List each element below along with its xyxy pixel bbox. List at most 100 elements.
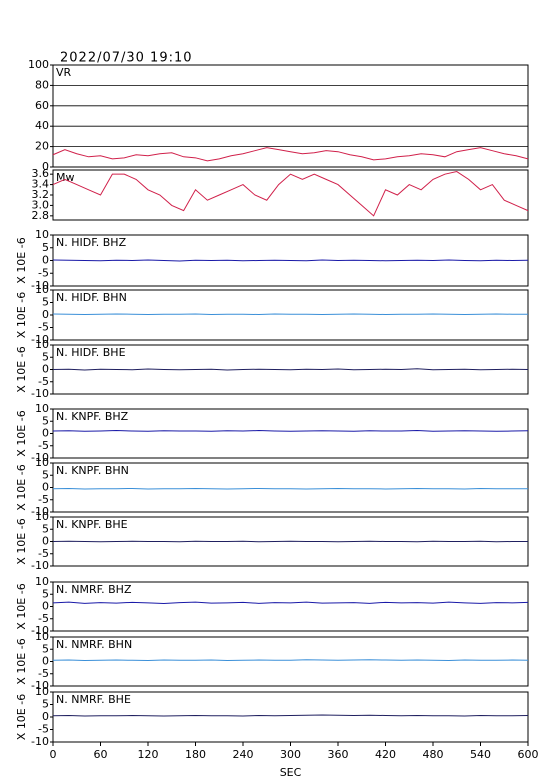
trace-line (52, 313, 528, 316)
y-tick-label: 0 (42, 427, 49, 440)
trace-line (52, 430, 529, 432)
y-tick-label: -10 (31, 387, 49, 400)
x-tick-label: 180 (185, 748, 206, 761)
y-tick-label: 0 (42, 254, 49, 267)
panel-frame (52, 169, 529, 221)
y-tick-label: -10 (31, 505, 49, 518)
y-tick-label: -5 (38, 439, 49, 452)
y-tick-label: 5 (42, 350, 49, 363)
panel-label: N. NMRF. BHE (56, 693, 131, 706)
y-axis-label: X 10E -6 (15, 346, 28, 392)
x-tick-label: 600 (518, 748, 539, 761)
y-axis-label: X 10E -6 (15, 583, 28, 629)
trace-line (52, 368, 529, 371)
y-tick-label: 3.2 (32, 188, 50, 201)
y-tick-label: 5 (42, 241, 49, 254)
panel-label: N. KNPF. BHN (56, 464, 129, 477)
x-tick-label: 360 (328, 748, 349, 761)
trace-line (52, 714, 529, 717)
x-tick-label: 60 (94, 748, 108, 761)
y-tick-label: 10 (35, 575, 49, 588)
y-tick-label: -10 (31, 451, 49, 464)
y-tick-label: -5 (38, 547, 49, 560)
y-axis-label: X 10E -6 (15, 464, 28, 510)
y-tick-label: 80 (35, 78, 49, 91)
trace-line (52, 659, 529, 662)
x-tick-label: 420 (375, 748, 396, 761)
y-axis-label: X 10E -6 (15, 410, 28, 456)
y-tick-label: 10 (35, 402, 49, 415)
y-tick-label: -10 (31, 279, 49, 292)
x-tick-label: 540 (470, 748, 491, 761)
y-tick-label: 10 (35, 228, 49, 241)
y-tick-label: 10 (35, 510, 49, 523)
y-axis-label: X 10E -6 (15, 237, 28, 283)
y-tick-label: 5 (42, 698, 49, 711)
x-tick-label: 300 (280, 748, 301, 761)
y-tick-label: 3.0 (32, 198, 50, 211)
y-tick-label: -5 (38, 612, 49, 625)
y-tick-label: 0 (42, 160, 49, 173)
y-tick-label: -5 (38, 321, 49, 334)
y-tick-label: 0 (42, 655, 49, 668)
y-tick-label: 10 (35, 630, 49, 643)
y-axis-label: X 10E -6 (15, 292, 28, 338)
x-axis-label: SEC (280, 766, 302, 779)
y-tick-label: 0 (42, 308, 49, 321)
y-tick-label: 5 (42, 587, 49, 600)
y-tick-label: 10 (35, 283, 49, 296)
panel-label: N. HIDF. BHZ (56, 236, 127, 249)
y-tick-label: 5 (42, 522, 49, 535)
y-tick-label: 10 (35, 456, 49, 469)
y-axis-label: X 10E -6 (15, 694, 28, 740)
panel-label: N. HIDF. BHE (56, 346, 126, 359)
panel-label: N. NMRF. BHZ (56, 583, 132, 596)
y-tick-label: -5 (38, 266, 49, 279)
y-tick-label: 0 (42, 363, 49, 376)
panel-label: N. NMRF. BHN (56, 638, 132, 651)
y-tick-label: 0 (42, 710, 49, 723)
trace-line (52, 171, 529, 217)
y-tick-label: 0 (42, 600, 49, 613)
y-tick-label: 10 (35, 338, 49, 351)
y-tick-label: 5 (42, 468, 49, 481)
y-tick-label: -5 (38, 667, 49, 680)
y-tick-label: 5 (42, 642, 49, 655)
y-axis-label: X 10E -6 (15, 518, 28, 564)
y-tick-label: 10 (35, 685, 49, 698)
y-tick-label: 5 (42, 296, 49, 309)
y-tick-label: -5 (38, 375, 49, 388)
y-tick-label: 3.6 (32, 167, 50, 180)
y-tick-label: -5 (38, 723, 49, 736)
y-tick-label: 5 (42, 414, 49, 427)
trace-line (52, 147, 529, 162)
panel-label: N. KNPF. BHE (56, 518, 128, 531)
trace-line (52, 601, 529, 605)
y-tick-label: -10 (31, 735, 49, 748)
panel-label: VR (56, 66, 72, 79)
x-tick-label: 240 (233, 748, 254, 761)
y-tick-label: -10 (31, 624, 49, 637)
y-tick-label: 2.8 (32, 209, 50, 222)
y-axis-label: X 10E -6 (15, 638, 28, 684)
y-tick-label: 40 (35, 119, 49, 132)
y-tick-label: 60 (35, 99, 49, 112)
y-tick-label: 3.4 (32, 178, 50, 191)
y-tick-label: -10 (31, 679, 49, 692)
panel-label: N. HIDF. BHN (56, 291, 127, 304)
y-tick-label: 20 (35, 140, 49, 153)
y-tick-label: 0 (42, 535, 49, 548)
x-tick-label: 0 (50, 748, 57, 761)
trace-line (52, 259, 529, 262)
y-tick-label: -5 (38, 493, 49, 506)
chart-title: 2022/07/30 19:10 (60, 51, 193, 66)
y-tick-label: 0 (42, 481, 49, 494)
trace-line (52, 540, 528, 543)
x-tick-label: 480 (423, 748, 444, 761)
x-tick-label: 120 (138, 748, 159, 761)
y-tick-label: -10 (31, 559, 49, 572)
panel-label: N. KNPF. BHZ (56, 410, 129, 423)
y-tick-label: -10 (31, 333, 49, 346)
y-tick-label: 100 (28, 58, 49, 71)
